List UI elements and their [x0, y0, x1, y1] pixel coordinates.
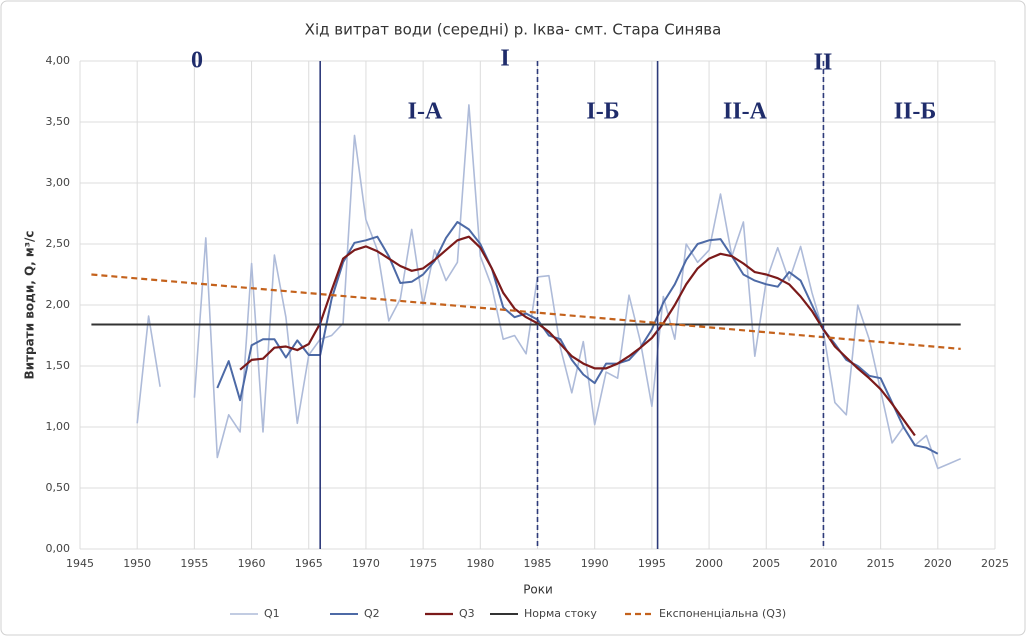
legend-label: Q3 [459, 607, 475, 620]
legend-label: Норма стоку [524, 607, 597, 620]
x-tick-label: 2010 [809, 557, 837, 570]
legend-label: Q1 [264, 607, 280, 620]
y-tick-label: 3,50 [46, 115, 71, 128]
x-tick-label: 2025 [981, 557, 1009, 570]
x-tick-label: 1980 [466, 557, 494, 570]
y-tick-label: 4,00 [46, 54, 71, 67]
x-tick-label: 1945 [66, 557, 94, 570]
series-line [216, 221, 939, 455]
period-label: I [500, 46, 509, 72]
x-tick-label: 1990 [581, 557, 609, 570]
x-axis-label: Роки [523, 583, 553, 597]
y-tick-label: 1,00 [46, 420, 71, 433]
period-label: II-Б [894, 99, 937, 125]
y-tick-label: 2,50 [46, 237, 71, 250]
period-label: 0 [191, 48, 203, 74]
series-line [239, 235, 916, 437]
x-tick-label: 2005 [752, 557, 780, 570]
y-tick-label: 1,50 [46, 359, 71, 372]
x-tick-label: 1985 [524, 557, 552, 570]
x-tick-label: 1950 [123, 557, 151, 570]
x-tick-label: 1960 [238, 557, 266, 570]
legend-label: Експоненціальна (Q3) [659, 607, 786, 620]
chart-title: Хід витрат води (середні) р. Іква- смт. … [305, 21, 722, 39]
period-label: II [814, 50, 833, 76]
y-tick-label: 2,00 [46, 298, 71, 311]
period-label: II-А [723, 99, 768, 125]
y-tick-label: 0,50 [46, 481, 71, 494]
x-tick-label: 1955 [180, 557, 208, 570]
period-label: I-Б [586, 99, 619, 125]
y-tick-label: 0,00 [46, 542, 71, 555]
x-tick-label: 1970 [352, 557, 380, 570]
series-line [91, 273, 961, 350]
legend-label: Q2 [364, 607, 380, 620]
x-tick-label: 1995 [638, 557, 666, 570]
x-tick-label: 1975 [409, 557, 437, 570]
y-tick-label: 3,00 [46, 176, 71, 189]
x-tick-label: 2000 [695, 557, 723, 570]
y-axis-label: Витрати води, Q, м³/с [23, 231, 37, 380]
x-tick-label: 2015 [867, 557, 895, 570]
x-tick-label: 1965 [295, 557, 323, 570]
x-tick-label: 2020 [924, 557, 952, 570]
period-label: I-А [408, 99, 443, 125]
